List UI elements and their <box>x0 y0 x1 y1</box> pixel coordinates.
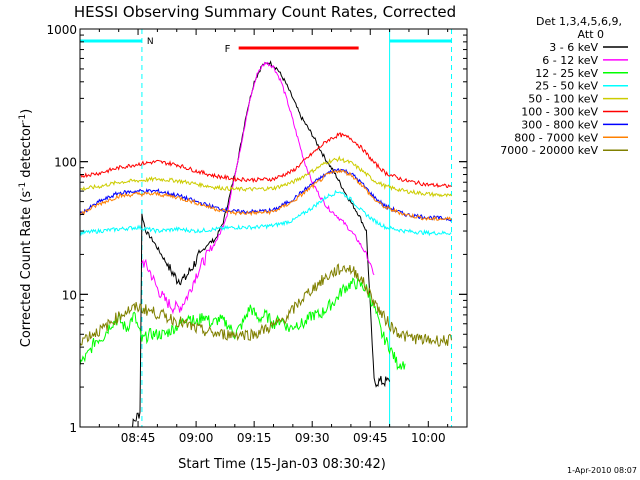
y-axis-label-end: ) <box>19 109 34 114</box>
y-axis: 1 10 100 1000 <box>46 23 467 435</box>
y-tick-label: 100 <box>54 156 77 170</box>
series-lines <box>80 60 452 427</box>
flare-marker: F <box>225 44 359 55</box>
legend-label: 300 - 800 keV <box>521 118 598 131</box>
series-line-2 <box>80 277 406 371</box>
y-tick-label: 1000 <box>46 23 77 37</box>
y-tick-label: 10 <box>62 288 77 302</box>
legend-header-line-1: Det 1,3,4,5,6,9, <box>536 15 622 28</box>
legend-label: 6 - 12 keV <box>542 54 598 67</box>
x-tick-label: 09:00 <box>179 431 214 445</box>
y-axis-label-sup2: -1 <box>18 114 28 123</box>
x-tick-label: 09:15 <box>237 431 272 445</box>
x-tick-label: 08:45 <box>121 431 156 445</box>
series-line-7 <box>80 168 452 222</box>
legend-label: 7000 - 20000 keV <box>500 144 598 157</box>
legend-header-line-2: Att 0 <box>578 28 604 41</box>
y-axis-label: Corrected Count Rate (s-1 detector-1) <box>18 109 34 347</box>
y-axis-label-sup1: -1 <box>18 182 28 191</box>
x-axis: 08:45 09:00 09:15 09:30 09:45 10:00 <box>79 29 468 445</box>
legend-label: 12 - 25 keV <box>535 67 598 80</box>
timestamp-label: 1-Apr-2010 08:07 <box>567 466 637 475</box>
legend-label: 100 - 300 keV <box>521 106 598 119</box>
legend-label: 50 - 100 keV <box>528 93 598 106</box>
series-line-8 <box>80 263 452 348</box>
night-label: N <box>147 37 154 47</box>
x-axis-label: Start Time (15-Jan-03 08:30:42) <box>178 457 386 472</box>
legend-label: 800 - 7000 keV <box>514 131 598 144</box>
series-line-1 <box>141 61 375 315</box>
y-axis-label-main: Corrected Count Rate (s <box>19 191 34 348</box>
x-tick-label: 10:00 <box>411 431 446 445</box>
series-line-4 <box>80 155 452 198</box>
flare-label: F <box>225 44 231 55</box>
plot-frame <box>79 28 468 428</box>
y-tick-label: 1 <box>69 421 77 435</box>
legend-label: 3 - 6 keV <box>549 41 598 54</box>
x-tick-label: 09:45 <box>353 431 388 445</box>
series-line-0 <box>131 60 391 427</box>
y-axis-label-mid: detector <box>19 122 34 182</box>
series-line-3 <box>80 189 452 237</box>
legend-label: 25 - 50 keV <box>535 80 598 93</box>
chart-title: HESSI Observing Summary Count Rates, Cor… <box>74 3 456 21</box>
x-tick-label: 09:30 <box>295 431 330 445</box>
series-line-5 <box>80 132 452 189</box>
